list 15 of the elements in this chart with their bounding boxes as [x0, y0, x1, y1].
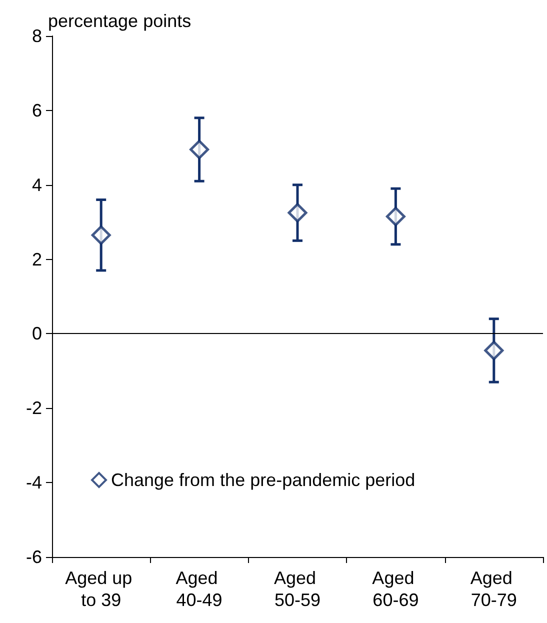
x-tick-label: Aged up to 39	[65, 568, 138, 610]
x-tick-label: Aged 60-69	[372, 568, 420, 610]
x-tick-label: Aged 50-59	[274, 568, 322, 610]
y-tick-label: -2	[26, 398, 42, 418]
y-tick-label: 6	[32, 100, 42, 120]
y-tick-label: 2	[32, 249, 42, 270]
y-tick-label: -4	[26, 472, 42, 493]
y-tick-label: 4	[32, 174, 42, 195]
x-tick-label: Aged 40-49	[176, 568, 223, 610]
legend-label: Change from the pre-pandemic period	[111, 470, 416, 490]
y-axis-title: percentage points	[48, 11, 192, 31]
y-tick-label: 8	[32, 26, 42, 46]
y-tick-label: -6	[26, 547, 42, 567]
y-tick-label: 0	[32, 324, 42, 344]
x-tick-label: Aged 70-79	[470, 568, 518, 610]
